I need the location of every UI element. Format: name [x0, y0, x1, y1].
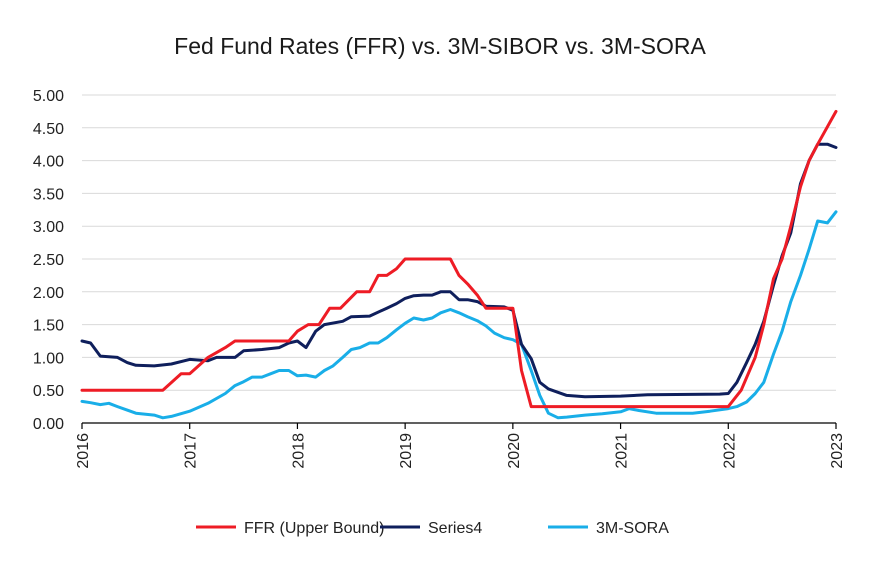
- y-tick-label: 4.00: [33, 154, 64, 171]
- x-tick-label: 2020: [506, 433, 523, 469]
- y-tick-label: 4.50: [33, 121, 64, 138]
- series-line-0: [80, 109, 838, 409]
- x-axis-ticks: 2016 2017 2018 2019 2020 2021 2022 2023: [75, 433, 846, 469]
- y-tick-label: 3.00: [33, 219, 64, 236]
- x-tick-label: 2017: [183, 433, 200, 469]
- x-tick-label: 2019: [398, 433, 415, 469]
- y-axis-ticks: 0.00 0.50 1.00 1.50 2.00 2.50 3.00 3.50 4.00 4.50…: [33, 88, 64, 433]
- y-tick-label: 3.50: [33, 186, 64, 203]
- legend-label-1: Series4: [428, 520, 482, 537]
- y-tick-label: 2.50: [33, 252, 64, 269]
- x-tick-label: 2018: [290, 433, 307, 469]
- y-tick-label: 1.50: [33, 318, 64, 335]
- x-tick-label: 2021: [614, 433, 631, 469]
- series-lines: [80, 109, 838, 420]
- x-tick-label: 2023: [829, 433, 846, 469]
- y-tick-label: 0.50: [33, 383, 64, 400]
- y-tick-label: 5.00: [33, 88, 64, 105]
- y-tick-label: 1.00: [33, 350, 64, 367]
- series-line-2: [80, 210, 838, 420]
- x-tick-label: 2016: [75, 433, 92, 469]
- axes: [81, 422, 837, 429]
- y-tick-label: 2.00: [33, 285, 64, 302]
- y-tick-label: 0.00: [33, 416, 64, 433]
- legend: FFR (Upper Bound) Series4 3M-SORA: [196, 520, 669, 537]
- chart-title: Fed Fund Rates (FFR) vs. 3M-SIBOR vs. 3M…: [174, 33, 706, 59]
- x-tick-label: 2022: [721, 433, 738, 469]
- gridlines: [82, 94, 836, 391]
- legend-label-0: FFR (Upper Bound): [244, 520, 385, 537]
- series-line-1: [80, 142, 838, 399]
- legend-label-2: 3M-SORA: [596, 520, 669, 537]
